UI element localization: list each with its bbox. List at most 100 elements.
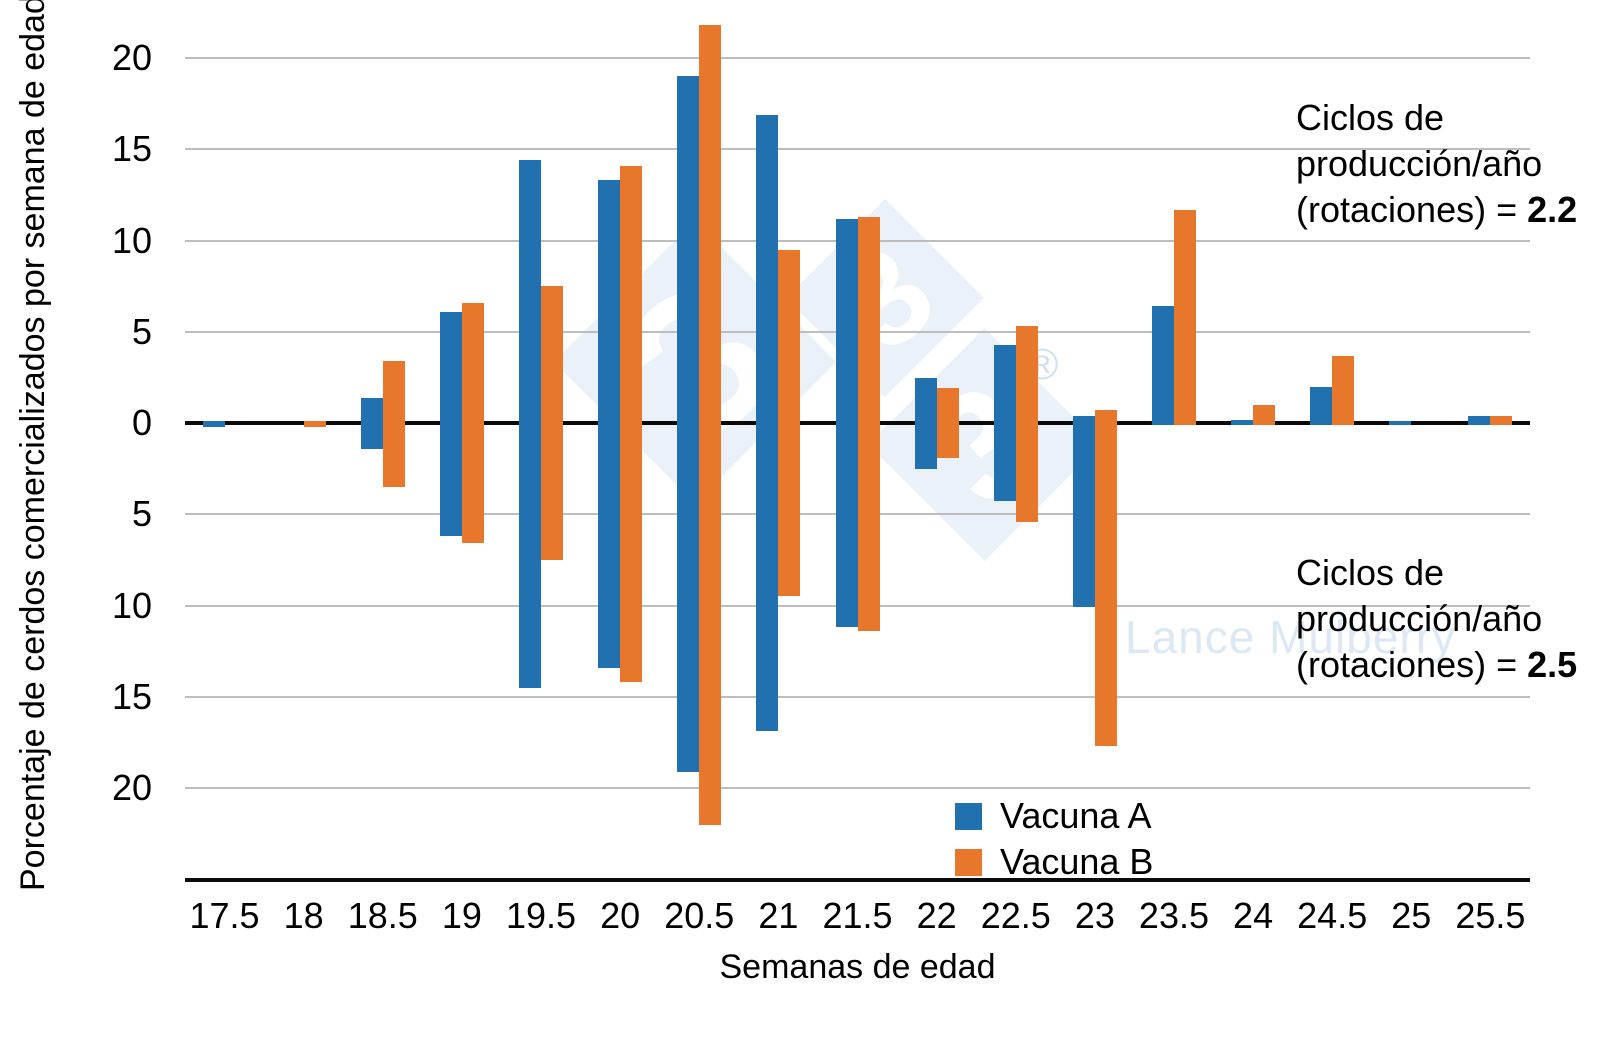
bar-rot22-vacuna-b-21.5	[858, 217, 880, 425]
y-tick-label: 0	[131, 402, 152, 443]
bar-rot25-vacuna-b-21.5	[858, 423, 880, 631]
bar-rot22-vacuna-b-22	[937, 388, 959, 425]
bar-rot22-vacuna-a-25	[1389, 421, 1411, 425]
x-tick-label: 22.5	[980, 895, 1051, 936]
legend: Vacuna A Vacuna B	[955, 795, 1153, 887]
x-tick-label: 21.5	[822, 895, 893, 936]
bar-rot22-vacuna-a-25.5	[1468, 416, 1490, 425]
bar-rot22-vacuna-a-24	[1231, 420, 1253, 425]
bar-rot25-vacuna-b-22	[937, 423, 959, 458]
legend-swatch-vacuna-a	[955, 802, 982, 830]
bar-rot22-vacuna-b-23	[1095, 410, 1117, 425]
bar-rot22-vacuna-b-20	[620, 166, 642, 425]
bar-rot25-vacuna-a-20	[598, 423, 620, 668]
bar-rot25-vacuna-b-19.5	[541, 423, 563, 560]
rotations-value: 2.2	[1527, 189, 1578, 230]
legend-item-vacuna-b: Vacuna B	[955, 841, 1153, 885]
bar-rot25-vacuna-a-21	[756, 423, 778, 731]
legend-item-vacuna-a: Vacuna A	[955, 795, 1153, 839]
bar-rot22-vacuna-a-20.5	[677, 76, 699, 425]
x-tick-label: 19	[441, 895, 482, 936]
bar-rot22-vacuna-b-18.5	[383, 361, 405, 425]
annotation-prefix: (rotaciones) =	[1296, 644, 1528, 685]
bar-rot25-vacuna-b-20	[620, 423, 642, 682]
x-tick-label: 20.5	[664, 895, 735, 936]
legend-label-vacuna-a: Vacuna A	[1000, 795, 1152, 836]
y-tick-label: 5	[131, 310, 152, 352]
bar-rot25-vacuna-a-22	[915, 423, 937, 469]
bar-rot22-vacuna-b-23.5	[1174, 210, 1196, 425]
bar-rot22-vacuna-a-23.5	[1152, 306, 1174, 425]
bar-rot22-vacuna-a-19.5	[519, 160, 541, 425]
bar-rot22-vacuna-a-22	[915, 378, 937, 425]
x-tick-label: 22	[916, 895, 957, 936]
y-tick-label: 20	[111, 767, 152, 808]
annotation-line: Ciclos de	[1296, 97, 1445, 138]
bar-rot22-vacuna-a-18.5	[361, 398, 383, 425]
bar-rot25-vacuna-b-18.5	[383, 423, 405, 487]
bar-rot22-vacuna-b-25.5	[1490, 416, 1512, 425]
annotation-line: (rotaciones) = 2.5	[1296, 642, 1596, 688]
x-tick-label: 24	[1233, 895, 1274, 936]
y-tick-label: 20	[111, 37, 152, 78]
annotation-rotations-2-5: Ciclos de producción/año (rotaciones) = …	[1296, 550, 1596, 688]
x-axis-title: Semanas de edad	[719, 948, 996, 986]
bar-rot25-vacuna-b-21	[778, 423, 800, 596]
x-tick-label: 18.5	[347, 895, 418, 936]
bar-rot22-vacuna-b-19.5	[541, 286, 563, 425]
annotation-line: Ciclos de	[1296, 552, 1445, 593]
legend-swatch-vacuna-b	[955, 848, 982, 876]
bar-rot25-vacuna-b-18	[304, 423, 326, 427]
x-tick-label: 25.5	[1455, 895, 1526, 936]
annotation-line: (rotaciones) = 2.2	[1296, 187, 1596, 233]
bar-rot22-vacuna-b-20.5	[699, 25, 721, 425]
annotation-rotations-2-2: Ciclos de producción/año (rotaciones) = …	[1296, 95, 1596, 233]
x-tick-label: 23.5	[1138, 895, 1209, 936]
gridline	[185, 148, 1530, 151]
watermark-credit-text: Lance Mulberry	[1125, 611, 1457, 663]
bar-rot25-vacuna-a-20.5	[677, 423, 699, 772]
bar-rot25-vacuna-a-19.5	[519, 423, 541, 688]
x-axis-line	[185, 878, 1530, 882]
bar-rot22-vacuna-a-23	[1073, 416, 1095, 425]
y-tick-label: 15	[111, 675, 152, 717]
bar-rot22-vacuna-a-20	[598, 180, 620, 425]
bar-rot22-vacuna-b-24	[1253, 405, 1275, 425]
gridline	[185, 787, 1530, 789]
gridline	[185, 57, 1530, 59]
y-tick-label: 15	[111, 128, 152, 170]
bar-rot22-vacuna-b-22.5	[1016, 326, 1038, 425]
bar-rot25-vacuna-b-23	[1095, 423, 1117, 746]
x-tick-label: 17.5	[189, 895, 260, 936]
bar-rot25-vacuna-a-23	[1073, 423, 1095, 607]
bar-rot22-vacuna-b-19	[462, 303, 484, 425]
annotation-prefix: (rotaciones) =	[1296, 189, 1528, 230]
bar-rot25-vacuna-a-21.5	[836, 423, 858, 627]
x-tick-label: 24.5	[1297, 895, 1368, 936]
x-tick-label: 18	[283, 895, 324, 936]
bar-rot25-vacuna-b-19	[462, 423, 484, 543]
bar-rot25-vacuna-b-20.5	[699, 423, 721, 825]
x-tick-label: 21	[758, 895, 799, 936]
bar-rot22-vacuna-a-19	[440, 312, 462, 425]
bar-rot25-vacuna-b-22.5	[1016, 423, 1038, 522]
bar-rot25-vacuna-a-19	[440, 423, 462, 536]
annotation-line: producción/año	[1296, 143, 1543, 184]
bar-rot22-vacuna-a-21	[756, 115, 778, 425]
legend-label-vacuna-b: Vacuna B	[1000, 841, 1154, 882]
rotations-value: 2.5	[1527, 644, 1578, 685]
gridline	[185, 695, 1530, 698]
x-tick-label: 19.5	[505, 895, 577, 936]
bar-rot22-vacuna-a-24.5	[1310, 387, 1332, 425]
bar-rot22-vacuna-b-21	[778, 250, 800, 425]
bar-rot25-vacuna-a-18.5	[361, 423, 383, 449]
x-tick-label: 25	[1391, 895, 1432, 936]
y-tick-label: 5	[131, 493, 152, 535]
bar-rot25-vacuna-a-17.5	[203, 423, 225, 427]
bar-rot25-vacuna-a-22.5	[994, 423, 1016, 501]
bar-rot22-vacuna-a-21.5	[836, 219, 858, 425]
annotation-line: producción/año	[1296, 598, 1543, 639]
y-tick-label: 10	[111, 219, 152, 261]
